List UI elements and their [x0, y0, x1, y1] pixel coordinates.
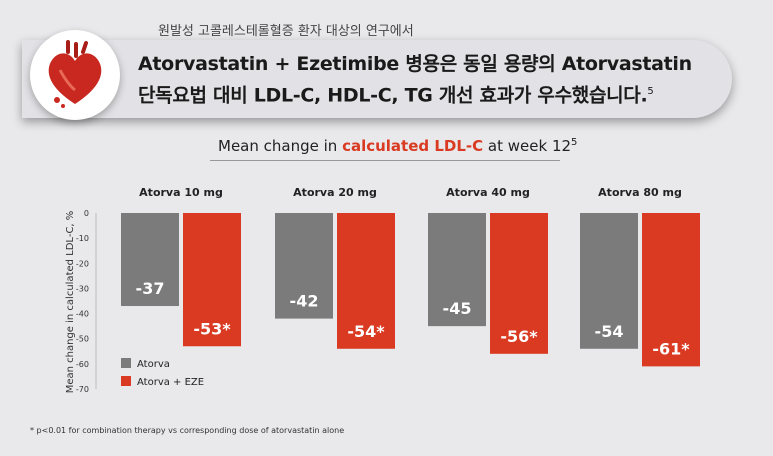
data-label: -42 — [290, 292, 319, 311]
chart-title-highlight: calculated LDL-C — [342, 137, 484, 155]
bar-atorva — [121, 213, 179, 307]
category-label: Atorva 10 mg — [139, 186, 223, 199]
chart-title-prefix: Mean change in — [218, 137, 343, 155]
chart-title-rule — [210, 160, 560, 161]
y-tick-label: -70 — [76, 385, 89, 394]
data-label: -54 — [595, 322, 624, 341]
category-label: Atorva 80 mg — [598, 186, 682, 199]
headline-reference: 5 — [647, 86, 654, 97]
y-tick-label: -50 — [76, 335, 89, 344]
legend-label: Atorva + EZE — [137, 377, 204, 388]
legend-swatch — [121, 358, 131, 368]
y-tick-label: -10 — [76, 234, 89, 243]
data-label: -54* — [347, 322, 385, 341]
headline-line-1: Atorvastatin + Ezetimibe 병용은 동일 용량의 Ator… — [138, 53, 692, 75]
y-tick-label: -30 — [76, 284, 89, 293]
y-tick-label: -40 — [76, 310, 89, 319]
heart-badge — [30, 30, 120, 120]
data-label: -37 — [136, 279, 165, 298]
bar-atorva — [275, 213, 333, 319]
headline-banner — [22, 40, 732, 118]
data-label: -56* — [500, 327, 538, 346]
data-label: -45 — [443, 299, 472, 318]
y-tick-label: 0 — [84, 209, 89, 218]
category-label: Atorva 20 mg — [293, 186, 377, 199]
y-axis-label: Mean change in calculated LDL-C, % — [65, 211, 76, 394]
heart-icon — [48, 40, 102, 108]
data-label: -53* — [193, 319, 231, 338]
data-label: -61* — [652, 339, 690, 358]
headline: Atorvastatin + Ezetimibe 병용은 동일 용량의 Ator… — [138, 51, 692, 109]
headline-line-2: 단독요법 대비 LDL-C, HDL-C, TG 개선 효과가 우수했습니다. — [138, 84, 648, 107]
chart-title: Mean change in calculated LDL-C at week … — [218, 137, 577, 155]
chart-title-reference: 5 — [571, 137, 578, 148]
bar-atorva — [580, 213, 638, 349]
bar-atorva — [428, 213, 486, 327]
bar-atorva-eze — [642, 213, 700, 367]
legend-swatch — [121, 376, 131, 386]
category-label: Atorva 40 mg — [446, 186, 530, 199]
bar-atorva-eze — [490, 213, 548, 354]
bar-atorva-eze — [337, 213, 395, 349]
bar-atorva-eze — [183, 213, 241, 347]
footnote: * p<0.01 for combination therapy vs corr… — [30, 426, 345, 435]
y-tick-label: -20 — [76, 259, 89, 268]
chart-title-suffix: at week 12 — [483, 137, 572, 155]
legend-label: Atorva — [137, 359, 170, 370]
header-subtitle: 원발성 고콜레스테롤혈증 환자 대상의 연구에서 — [158, 24, 414, 39]
y-tick-label: -60 — [76, 360, 89, 369]
